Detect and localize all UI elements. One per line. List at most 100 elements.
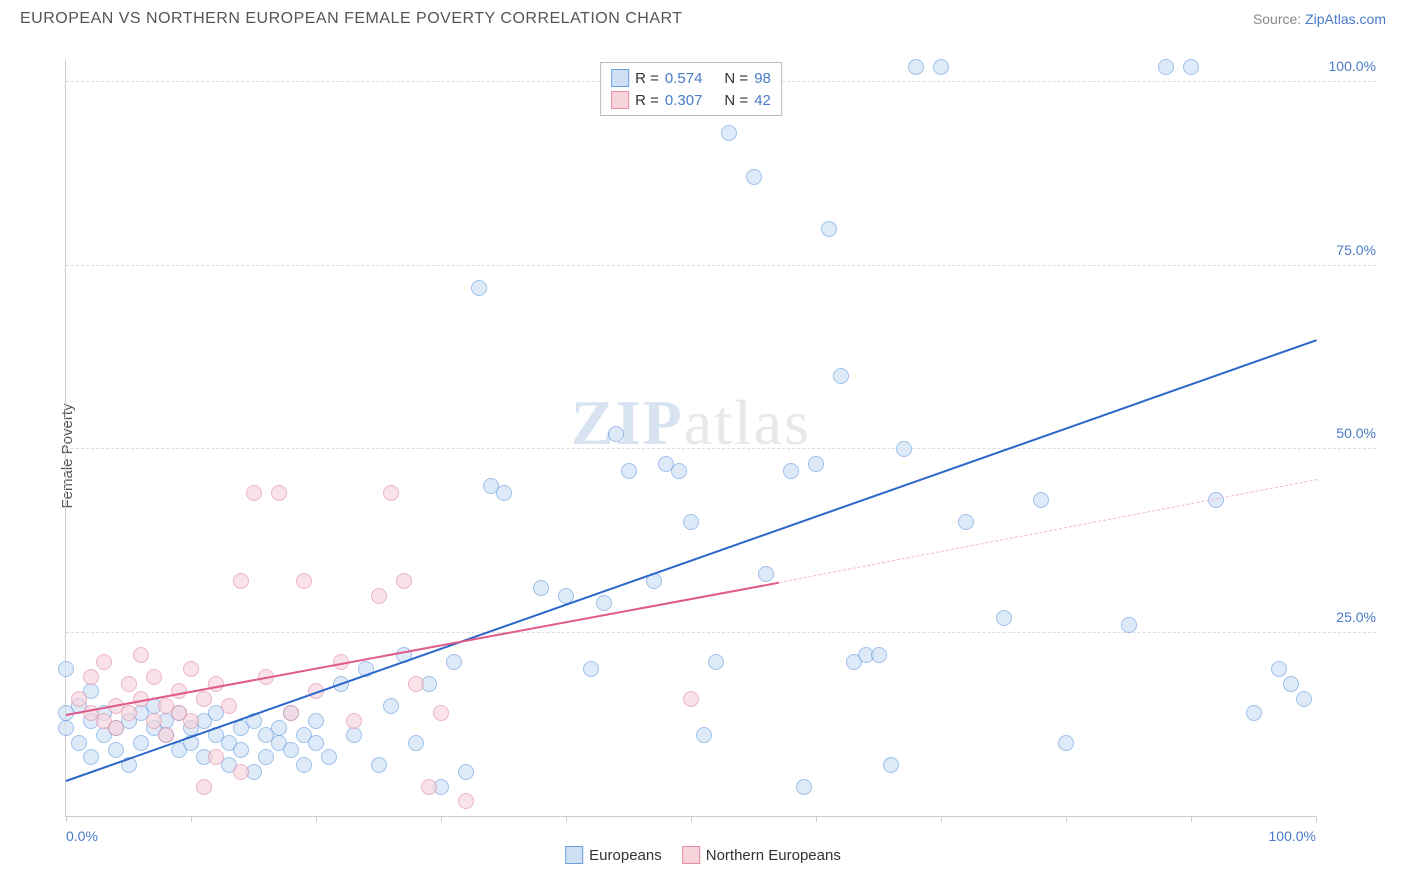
data-point xyxy=(933,59,949,75)
x-tick xyxy=(816,816,817,822)
data-point xyxy=(133,735,149,751)
gridline xyxy=(66,448,1376,449)
x-tick xyxy=(1316,816,1317,822)
data-point xyxy=(408,735,424,751)
data-point xyxy=(1296,691,1312,707)
data-point xyxy=(108,720,124,736)
data-point xyxy=(196,691,212,707)
x-tick xyxy=(566,816,567,822)
data-point xyxy=(1033,492,1049,508)
data-point xyxy=(196,779,212,795)
y-tick-label: 50.0% xyxy=(1336,425,1376,441)
data-point xyxy=(346,727,362,743)
n-label: N = xyxy=(724,92,748,109)
r-label: R = xyxy=(635,70,659,87)
data-point xyxy=(221,698,237,714)
legend-label: Europeans xyxy=(589,847,662,864)
legend-swatch xyxy=(565,846,583,864)
x-tick xyxy=(66,816,67,822)
data-point xyxy=(671,463,687,479)
data-point xyxy=(296,757,312,773)
data-point xyxy=(233,764,249,780)
data-point xyxy=(758,566,774,582)
data-point xyxy=(371,588,387,604)
data-point xyxy=(683,514,699,530)
data-point xyxy=(696,727,712,743)
data-point xyxy=(208,749,224,765)
data-point xyxy=(446,654,462,670)
data-point xyxy=(271,720,287,736)
data-point xyxy=(1283,676,1299,692)
data-point xyxy=(158,727,174,743)
data-point xyxy=(108,742,124,758)
y-tick-label: 100.0% xyxy=(1329,58,1376,74)
data-point xyxy=(958,514,974,530)
data-point xyxy=(533,580,549,596)
data-point xyxy=(271,485,287,501)
data-point xyxy=(83,749,99,765)
data-point xyxy=(833,368,849,384)
chart-header: EUROPEAN VS NORTHERN EUROPEAN FEMALE POV… xyxy=(0,0,1406,33)
r-value: 0.574 xyxy=(665,70,703,87)
data-point xyxy=(458,764,474,780)
data-point xyxy=(871,647,887,663)
data-point xyxy=(258,749,274,765)
x-tick-label: 100.0% xyxy=(1269,828,1316,844)
data-point xyxy=(1183,59,1199,75)
data-point xyxy=(896,441,912,457)
x-tick xyxy=(1066,816,1067,822)
data-point xyxy=(796,779,812,795)
data-point xyxy=(308,713,324,729)
x-tick xyxy=(941,816,942,822)
data-point xyxy=(808,456,824,472)
data-point xyxy=(346,713,362,729)
data-point xyxy=(121,676,137,692)
x-tick xyxy=(1191,816,1192,822)
data-point xyxy=(321,749,337,765)
data-point xyxy=(58,661,74,677)
data-point xyxy=(1271,661,1287,677)
source-link[interactable]: ZipAtlas.com xyxy=(1305,11,1386,27)
legend-swatch xyxy=(611,69,629,87)
data-point xyxy=(371,757,387,773)
n-label: N = xyxy=(724,70,748,87)
legend-swatch xyxy=(682,846,700,864)
data-point xyxy=(383,485,399,501)
legend-item: Europeans xyxy=(565,846,662,864)
data-point xyxy=(208,676,224,692)
data-point xyxy=(908,59,924,75)
data-point xyxy=(608,426,624,442)
data-point xyxy=(1058,735,1074,751)
data-point xyxy=(58,720,74,736)
data-point xyxy=(471,280,487,296)
plot-region: ZIPatlas R =0.574N =98R =0.307N =42 25.0… xyxy=(65,60,1316,817)
legend-label: Northern Europeans xyxy=(706,847,841,864)
data-point xyxy=(83,669,99,685)
r-value: 0.307 xyxy=(665,92,703,109)
data-point xyxy=(383,698,399,714)
data-point xyxy=(133,647,149,663)
n-value: 98 xyxy=(754,70,771,87)
data-point xyxy=(283,705,299,721)
data-point xyxy=(996,610,1012,626)
data-point xyxy=(233,573,249,589)
data-point xyxy=(721,125,737,141)
y-tick-label: 25.0% xyxy=(1336,609,1376,625)
data-point xyxy=(1158,59,1174,75)
n-value: 42 xyxy=(754,92,771,109)
data-point xyxy=(1121,617,1137,633)
correlation-legend: R =0.574N =98R =0.307N =42 xyxy=(600,62,782,116)
data-point xyxy=(246,485,262,501)
data-point xyxy=(583,661,599,677)
x-tick xyxy=(191,816,192,822)
x-tick xyxy=(441,816,442,822)
data-point xyxy=(883,757,899,773)
data-point xyxy=(71,735,87,751)
data-point xyxy=(183,661,199,677)
trend-line xyxy=(66,582,779,716)
data-point xyxy=(458,793,474,809)
x-tick xyxy=(691,816,692,822)
chart-source: Source: ZipAtlas.com xyxy=(1253,11,1386,27)
data-point xyxy=(308,735,324,751)
data-point xyxy=(596,595,612,611)
